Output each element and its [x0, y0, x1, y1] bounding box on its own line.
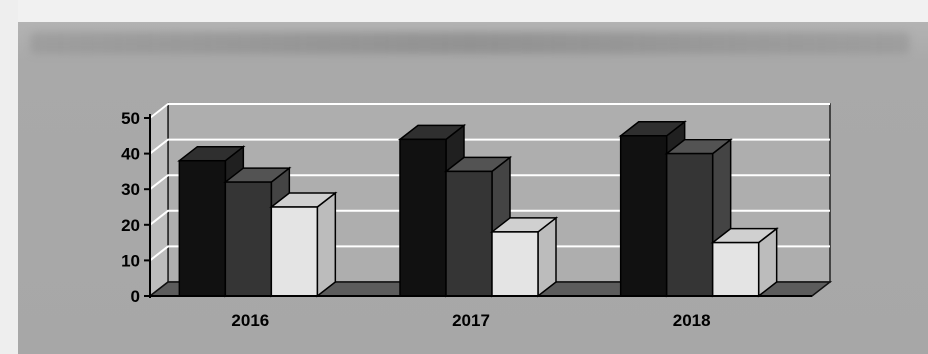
bars [177, 120, 779, 298]
gridline [149, 209, 830, 226]
gridline [149, 103, 830, 119]
y-tick-label: 0 [131, 287, 140, 306]
bar-front-face [619, 135, 668, 297]
bar-side-face [316, 191, 337, 298]
bar-front-face [224, 181, 273, 297]
page-margin-top [0, 0, 928, 22]
y-tick-label: 30 [121, 180, 140, 199]
bar [269, 191, 338, 298]
y-tick-label: 20 [121, 216, 140, 235]
bar-front-face [711, 241, 760, 297]
gridline [149, 245, 830, 262]
x-tick-label: 2016 [231, 311, 269, 330]
tick-labels: 0 10 20 30 40 50 2016 2017 2018 [121, 109, 711, 330]
bar [710, 227, 779, 298]
bar-front-face [665, 152, 714, 297]
gridline [149, 174, 830, 190]
illegible-heading-smudge [30, 32, 910, 54]
gridline [149, 138, 830, 155]
gridlines [149, 103, 830, 262]
bar [489, 216, 559, 298]
y-tick-label: 10 [121, 251, 140, 270]
bar-front-face [270, 206, 319, 297]
y-tick-label: 40 [121, 145, 140, 164]
bar-front-face [445, 170, 493, 297]
bar-front-face [178, 159, 227, 297]
x-tick-label: 2017 [452, 311, 490, 330]
x-tick-label: 2018 [673, 311, 711, 330]
side-wall [149, 102, 169, 298]
page-margin-left [0, 0, 18, 354]
y-tick-label: 50 [121, 109, 140, 128]
bar-front-face [491, 231, 539, 297]
bar-front-face [399, 138, 447, 297]
axes [144, 114, 812, 298]
